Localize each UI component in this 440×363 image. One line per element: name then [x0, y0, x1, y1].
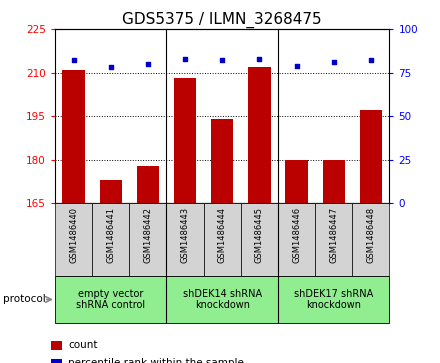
Text: shDEK14 shRNA
knockdown: shDEK14 shRNA knockdown	[183, 289, 262, 310]
Point	[107, 65, 114, 70]
Bar	[92, 203, 129, 276]
Text: GSM1486441: GSM1486441	[106, 207, 115, 263]
Bar	[278, 276, 389, 323]
Text: empty vector
shRNA control: empty vector shRNA control	[76, 289, 145, 310]
Bar	[315, 203, 352, 276]
Bar	[211, 119, 233, 203]
Bar	[174, 78, 196, 203]
Point	[144, 61, 151, 67]
Bar	[129, 203, 166, 276]
Text: GSM1486448: GSM1486448	[367, 207, 375, 263]
Bar	[166, 203, 204, 276]
Point	[367, 57, 374, 63]
Bar	[204, 203, 241, 276]
Text: GSM1486446: GSM1486446	[292, 207, 301, 263]
Point	[293, 63, 300, 69]
Point	[330, 59, 337, 65]
Bar	[55, 276, 166, 323]
Bar	[99, 180, 122, 203]
Text: GSM1486445: GSM1486445	[255, 207, 264, 263]
Text: GSM1486443: GSM1486443	[180, 207, 190, 263]
Text: percentile rank within the sample: percentile rank within the sample	[68, 358, 244, 363]
Text: GSM1486444: GSM1486444	[218, 207, 227, 263]
Text: shDEK17 shRNA
knockdown: shDEK17 shRNA knockdown	[294, 289, 373, 310]
Title: GDS5375 / ILMN_3268475: GDS5375 / ILMN_3268475	[122, 12, 322, 28]
Text: GSM1486442: GSM1486442	[143, 207, 152, 263]
Bar	[352, 203, 389, 276]
Point	[70, 57, 77, 63]
Bar	[55, 203, 92, 276]
Point	[219, 57, 226, 63]
Point	[256, 56, 263, 62]
Text: GSM1486440: GSM1486440	[69, 207, 78, 263]
Bar	[166, 276, 278, 323]
Text: GSM1486447: GSM1486447	[329, 207, 338, 263]
Bar	[241, 203, 278, 276]
Text: protocol: protocol	[4, 294, 46, 305]
Bar	[137, 166, 159, 203]
Bar	[323, 160, 345, 203]
Bar	[359, 110, 382, 203]
Bar	[62, 70, 85, 203]
Bar	[278, 203, 315, 276]
Bar	[286, 160, 308, 203]
Point	[182, 56, 189, 62]
Text: count: count	[68, 340, 98, 350]
Bar	[248, 67, 271, 203]
